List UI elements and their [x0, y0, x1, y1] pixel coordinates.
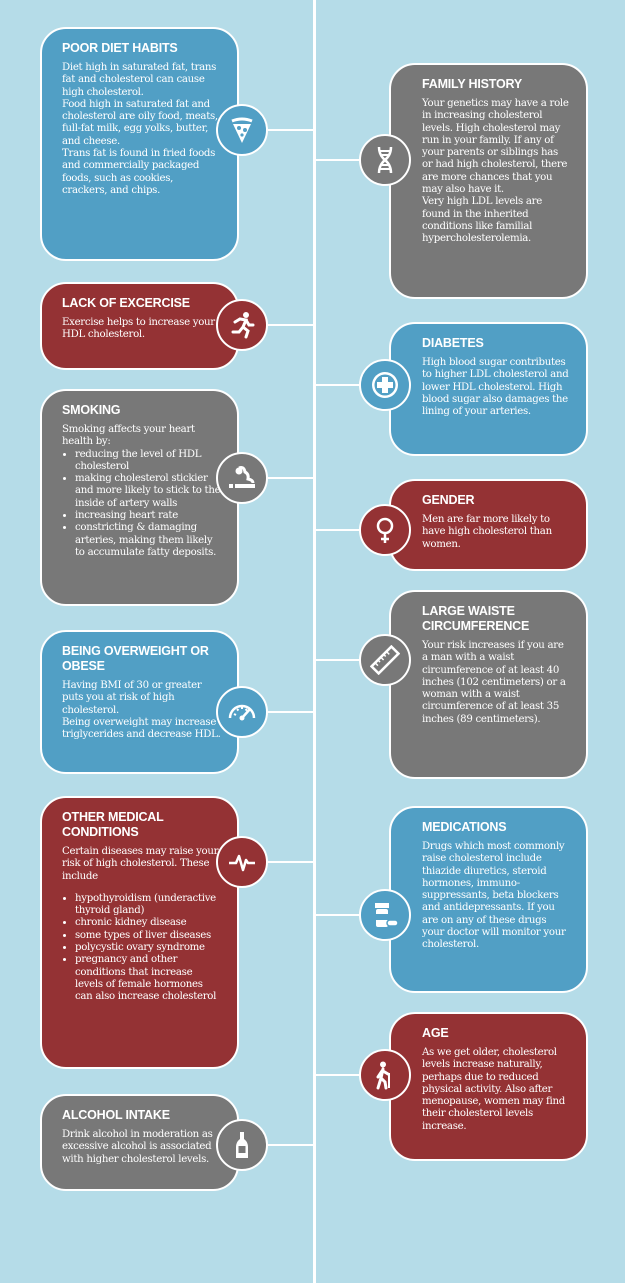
- running-person-icon: [216, 299, 268, 351]
- card-large-waiste-circumference: LARGE WAISTE CIRCUMFERENCE Your risk incr…: [389, 590, 588, 779]
- card-body: As we get older, cholesterol levels incr…: [422, 1047, 570, 1133]
- connector-line: [315, 384, 361, 386]
- card-other-medical-conditions: OTHER MEDICAL CONDITIONS Certain diseases…: [40, 796, 239, 1069]
- card-medications: MEDICATIONS Drugs which most commonly rai…: [389, 806, 588, 993]
- bottle-icon: [216, 1119, 268, 1171]
- connector-line: [268, 861, 314, 863]
- card-title: GENDER: [422, 493, 475, 507]
- card-paragraph: Being overweight may increase triglyceri…: [62, 716, 221, 741]
- card-smoking: SMOKING Smoking affects your heart health…: [40, 389, 239, 606]
- card-paragraph: Certain diseases may raise your risk of …: [62, 846, 219, 882]
- card-title: AGE: [422, 1026, 449, 1040]
- card-body: Drink alcohol in moderation as excessive…: [62, 1129, 221, 1166]
- card-paragraph: Men are far more likely to have high cho…: [422, 514, 552, 550]
- card-body: Certain diseases may raise your risk of …: [62, 846, 221, 1004]
- elderly-person-icon: [359, 1049, 411, 1101]
- card-body: Having BMI of 30 or greater puts you at …: [62, 680, 221, 741]
- connector-line: [315, 529, 361, 531]
- card-paragraph: Drink alcohol in moderation as excessive…: [62, 1129, 213, 1165]
- bullet-item: polycystic ovary syndrome: [75, 942, 221, 954]
- card-paragraph: Smoking affects your heart health by:: [62, 424, 195, 448]
- bullet-item: reducing the level of HDL cholesterol: [75, 449, 221, 474]
- connector-line: [315, 1074, 361, 1076]
- card-title: DIABETES: [422, 336, 484, 350]
- spacer: [62, 883, 221, 893]
- card-body: Your genetics may have a role in increas…: [422, 98, 570, 246]
- gauge-icon: [216, 686, 268, 738]
- cigarette-icon: [216, 452, 268, 504]
- card-body: Smoking affects your heart health by:red…: [62, 424, 221, 559]
- card-being-overweight-or-obese: BEING OVERWEIGHT OR OBESE Having BMI of 3…: [40, 630, 239, 774]
- bullet-item: some types of liver diseases: [75, 930, 221, 942]
- card-paragraph: Very high LDL levels are found in the in…: [422, 196, 542, 245]
- card-family-history: FAMILY HISTORY Your genetics may have a r…: [389, 63, 588, 299]
- card-alcohol-intake: ALCOHOL INTAKE Drink alcohol in moderatio…: [40, 1094, 239, 1191]
- card-paragraph: High blood sugar contributes to higher L…: [422, 357, 569, 418]
- connector-line: [315, 914, 361, 916]
- connector-line: [268, 129, 314, 131]
- bullet-list: hypothyroidism (underactive thyroid glan…: [62, 893, 221, 1004]
- bullet-item: hypothyroidism (underactive thyroid glan…: [75, 893, 221, 918]
- card-body: Exercise helps to increase your HDL chol…: [62, 317, 221, 342]
- pizza-icon: [216, 104, 268, 156]
- card-diabetes: DIABETES High blood sugar contributes to …: [389, 322, 588, 456]
- card-body: Diet high in saturated fat, trans fat an…: [62, 62, 221, 197]
- card-age: AGE As we get older, cholesterol levels i…: [389, 1012, 588, 1161]
- pill-bottle-icon: [359, 889, 411, 941]
- card-body: Men are far more likely to have high cho…: [422, 514, 570, 551]
- card-paragraph: Having BMI of 30 or greater puts you at …: [62, 680, 202, 716]
- card-title: LACK OF EXCERCISE: [62, 296, 190, 310]
- timeline-line: [313, 0, 316, 1283]
- connector-line: [315, 159, 361, 161]
- bullet-item: making cholesterol stickier and more lik…: [75, 473, 221, 510]
- card-paragraph: Diet high in saturated fat, trans fat an…: [62, 62, 217, 98]
- card-title: BEING OVERWEIGHT OR OBESE: [62, 644, 209, 673]
- bullet-item: chronic kidney disease: [75, 917, 221, 929]
- card-poor-diet-habits: POOR DIET HABITS Diet high in saturated f…: [40, 27, 239, 261]
- card-title: SMOKING: [62, 403, 121, 417]
- card-lack-of-excercise: LACK OF EXCERCISE Exercise helps to incre…: [40, 282, 239, 370]
- card-paragraph: As we get older, cholesterol levels incr…: [422, 1047, 565, 1132]
- bullet-item: constricting & damaging arteries, making…: [75, 522, 221, 559]
- connector-line: [268, 324, 314, 326]
- heartbeat-icon: [216, 836, 268, 888]
- bullet-item: pregnancy and other conditions that incr…: [75, 954, 221, 1003]
- female-symbol-icon: [359, 504, 411, 556]
- card-title: FAMILY HISTORY: [422, 77, 523, 91]
- card-paragraph: Food high in saturated fat and cholester…: [62, 98, 218, 147]
- card-title: LARGE WAISTE CIRCUMFERENCE: [422, 604, 530, 633]
- medical-cross-icon: [359, 359, 411, 411]
- card-body: High blood sugar contributes to higher L…: [422, 357, 570, 418]
- bullet-item: increasing heart rate: [75, 510, 221, 522]
- card-title: POOR DIET HABITS: [62, 41, 178, 55]
- card-paragraph: Your risk increases if you are a man wit…: [422, 640, 566, 725]
- card-paragraph: Trans fat is found in fried foods and co…: [62, 148, 216, 196]
- card-gender: GENDER Men are far more likely to have hi…: [389, 479, 588, 571]
- card-title: MEDICATIONS: [422, 820, 507, 834]
- card-paragraph: Your genetics may have a role in increas…: [422, 98, 569, 196]
- dna-icon: [359, 134, 411, 186]
- connector-line: [268, 477, 314, 479]
- connector-line: [315, 659, 361, 661]
- card-body: Your risk increases if you are a man wit…: [422, 640, 570, 726]
- card-title: ALCOHOL INTAKE: [62, 1108, 170, 1122]
- ruler-icon: [359, 634, 411, 686]
- card-paragraph: Exercise helps to increase your HDL chol…: [62, 317, 215, 341]
- bullet-list: reducing the level of HDL cholesterolmak…: [62, 449, 221, 560]
- connector-line: [268, 711, 314, 713]
- card-paragraph: Drugs which most commonly raise choleste…: [422, 841, 566, 951]
- card-body: Drugs which most commonly raise choleste…: [422, 841, 570, 952]
- connector-line: [268, 1144, 314, 1146]
- card-title: OTHER MEDICAL CONDITIONS: [62, 810, 164, 839]
